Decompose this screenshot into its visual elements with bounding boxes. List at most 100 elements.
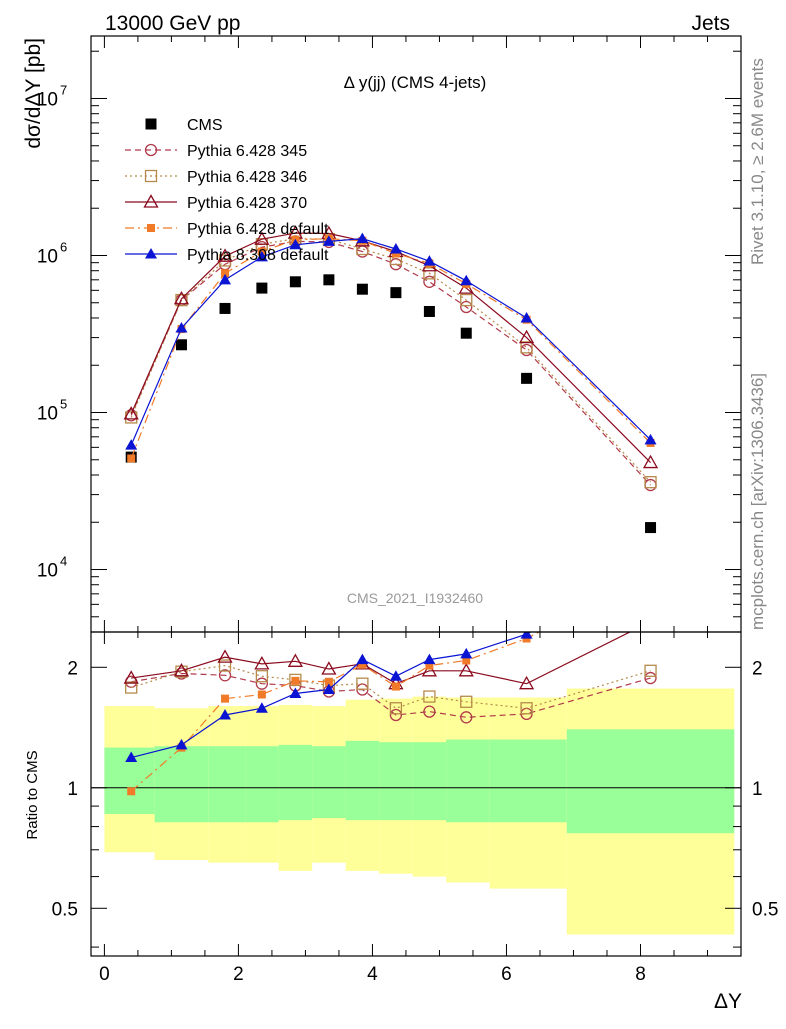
data-point-2-6 bbox=[356, 242, 369, 256]
ratio-series-4 bbox=[125, 632, 533, 763]
series-4 bbox=[127, 234, 655, 463]
ratio-point-3-9 bbox=[462, 656, 471, 665]
series-line-4 bbox=[130, 238, 651, 459]
data-point-0-1 bbox=[175, 339, 187, 351]
ratio-point-3-7 bbox=[391, 682, 400, 691]
legend-label-5: Pythia 8.308 default bbox=[187, 247, 329, 264]
y-tick-label-exp: 6 bbox=[60, 239, 67, 254]
y-tick-label-exp: 5 bbox=[60, 397, 67, 412]
data-point-3-10 bbox=[518, 329, 535, 344]
band-inner-10 bbox=[489, 739, 567, 823]
data-point-4-2 bbox=[221, 269, 230, 278]
y-tick-label-main: 10 bbox=[37, 89, 58, 110]
y-tick-label-ratio-right: 2 bbox=[752, 658, 763, 679]
legend-label-2: Pythia 6.428 346 bbox=[187, 169, 307, 186]
ratio-point-1-2 bbox=[218, 659, 232, 672]
series-line-3 bbox=[130, 232, 651, 463]
series-3 bbox=[123, 225, 659, 469]
band-inner-6 bbox=[345, 740, 380, 821]
data-point-4-0 bbox=[127, 454, 136, 463]
ratio-frame bbox=[90, 631, 742, 957]
ratio-point-4-7 bbox=[389, 670, 402, 681]
header-left: 13000 GeV pp bbox=[105, 12, 240, 35]
data-point-5-6 bbox=[356, 232, 369, 244]
data-point-0-10 bbox=[521, 372, 533, 384]
y-axis-label-ratio: Ratio to CMS bbox=[24, 750, 41, 839]
data-point-0-7 bbox=[390, 287, 402, 299]
data-point-0-8 bbox=[423, 305, 435, 317]
data-point-3-11 bbox=[642, 454, 659, 469]
data-point-0-2 bbox=[219, 302, 231, 314]
data-point-1-8 bbox=[423, 275, 436, 288]
ratio-point-1-4 bbox=[289, 673, 302, 687]
series-1 bbox=[125, 235, 657, 492]
band-inner-2 bbox=[208, 746, 246, 823]
ratio-point-2-9 bbox=[458, 662, 474, 677]
data-point-3-1 bbox=[173, 290, 190, 305]
ratio-point-3-2 bbox=[221, 694, 230, 703]
ratio-point-0-8 bbox=[423, 705, 436, 718]
ratio-line-4 bbox=[131, 632, 532, 759]
data-point-3-0 bbox=[123, 406, 139, 420]
ratio-point-0-3 bbox=[255, 677, 269, 690]
ratio-point-4-9 bbox=[460, 647, 473, 659]
legend-entry-1: Pythia 6.428 345 bbox=[125, 143, 307, 160]
data-point-0-9 bbox=[460, 327, 472, 339]
ratio-line-3 bbox=[130, 632, 541, 792]
data-point-5-4 bbox=[289, 238, 302, 250]
ratio-point-4-2 bbox=[219, 708, 232, 720]
series-5 bbox=[125, 232, 657, 450]
ratio-point-0-2 bbox=[218, 669, 232, 682]
band-inner-1 bbox=[154, 746, 209, 823]
legend-entry-5: Pythia 8.308 default bbox=[125, 247, 329, 264]
ratio-point-4-10 bbox=[520, 632, 533, 639]
ratio-point-3-6 bbox=[358, 660, 367, 669]
ratio-point-2-2 bbox=[217, 649, 233, 663]
ratio-point-1-9 bbox=[460, 695, 473, 708]
series-line-5 bbox=[130, 238, 651, 446]
data-point-0-3 bbox=[256, 282, 268, 294]
y-tick-label-exp: 7 bbox=[60, 82, 67, 97]
ratio-point-3-4 bbox=[291, 676, 300, 685]
band-inner-8 bbox=[412, 742, 447, 821]
band-inner-11 bbox=[566, 729, 735, 834]
ratio-point-0-11 bbox=[644, 671, 657, 685]
data-point-3-3 bbox=[254, 231, 270, 245]
series-line-2 bbox=[130, 238, 651, 483]
ratio-point-3-8 bbox=[425, 661, 434, 670]
x-tick-label: 0 bbox=[99, 964, 110, 985]
legend-entry-0: CMS bbox=[145, 117, 223, 134]
ratio-point-3-3 bbox=[257, 690, 266, 699]
band-inner-3 bbox=[245, 746, 279, 823]
ratio-point-3-0 bbox=[127, 787, 136, 796]
ratio-point-4-6 bbox=[356, 653, 369, 665]
data-point-0-5 bbox=[323, 274, 335, 286]
y-tick-label-ratio: 0.5 bbox=[52, 899, 78, 920]
data-point-0-4 bbox=[289, 276, 301, 288]
header-right: Jets bbox=[691, 12, 730, 35]
data-point-0-6 bbox=[356, 283, 368, 295]
data-point-5-2 bbox=[219, 273, 232, 285]
y-axis-label-main: dσ/dΔY [pb] bbox=[22, 38, 45, 149]
ratio-point-4-1 bbox=[175, 738, 188, 750]
rivet-label: Rivet 3.1.10, ≥ 2.6M events bbox=[748, 58, 767, 265]
ratio-point-2-10 bbox=[518, 675, 535, 690]
ratio-point-4-5 bbox=[322, 683, 335, 695]
y-tick-label-main: 10 bbox=[37, 561, 58, 582]
ratio-point-1-7 bbox=[389, 702, 403, 715]
legend-label-0: CMS bbox=[187, 117, 223, 134]
x-tick-label: 2 bbox=[233, 964, 244, 985]
ratio-point-3-5 bbox=[324, 677, 333, 686]
ratio-point-1-6 bbox=[356, 677, 369, 690]
data-point-5-8 bbox=[423, 255, 436, 266]
x-tick-label: 6 bbox=[501, 964, 512, 985]
ratio-series-1 bbox=[125, 659, 657, 715]
ratio-point-2-8 bbox=[421, 662, 438, 677]
legend-marker-5 bbox=[145, 248, 157, 259]
ratio-bands bbox=[104, 688, 735, 935]
ratio-point-0-9 bbox=[460, 711, 473, 724]
legend-marker-0 bbox=[145, 118, 157, 130]
ratio-point-1-10 bbox=[520, 702, 533, 715]
